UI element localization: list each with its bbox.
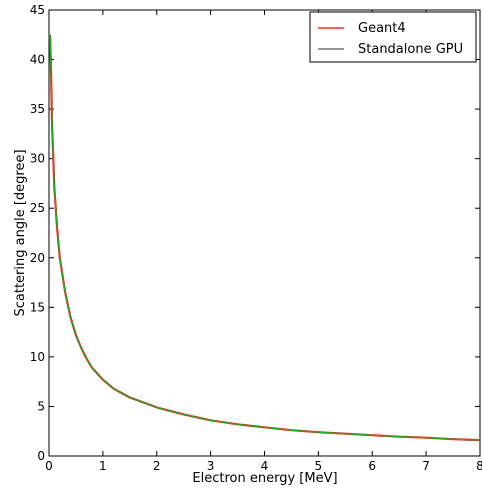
y-tick-label: 30 [30,152,45,166]
legend-label-standalone-gpu: Standalone GPU [358,42,463,57]
y-tick-label: 5 [37,399,45,413]
y-tick-label: 15 [30,300,45,314]
x-tick-label: 2 [153,459,161,473]
x-tick-label: 0 [45,459,53,473]
x-tick-label: 1 [99,459,107,473]
x-tick-label: 6 [368,459,376,473]
series-overlay-line [49,34,481,441]
y-tick-label: 40 [30,53,45,67]
x-tick-label: 4 [261,459,269,473]
plot-area [48,9,481,457]
y-tick-label: 45 [30,3,45,17]
legend: Geant4 Standalone GPU [309,11,477,63]
y-tick-label: 20 [30,251,45,265]
y-tick-label: 25 [30,201,45,215]
y-tick-label: 35 [30,102,45,116]
x-tick-label: 3 [207,459,215,473]
legend-box [309,11,477,63]
y-tick-label: 0 [37,449,45,463]
y-tick-label: 10 [30,350,45,364]
x-tick-label: 8 [476,459,482,473]
x-tick-label: 5 [315,459,323,473]
y-tick-labels: 0 5 10 15 20 25 30 35 40 45 [30,3,45,463]
y-axis-label: Scattering angle [degree] [13,149,28,316]
x-axis-label: Electron energy [MeV] [192,471,337,486]
series-lines [49,34,481,442]
x-tick-label: 7 [422,459,430,473]
x-tick-labels: 0 1 2 3 4 5 6 7 8 [45,459,482,473]
legend-label-geant4: Geant4 [358,21,406,36]
